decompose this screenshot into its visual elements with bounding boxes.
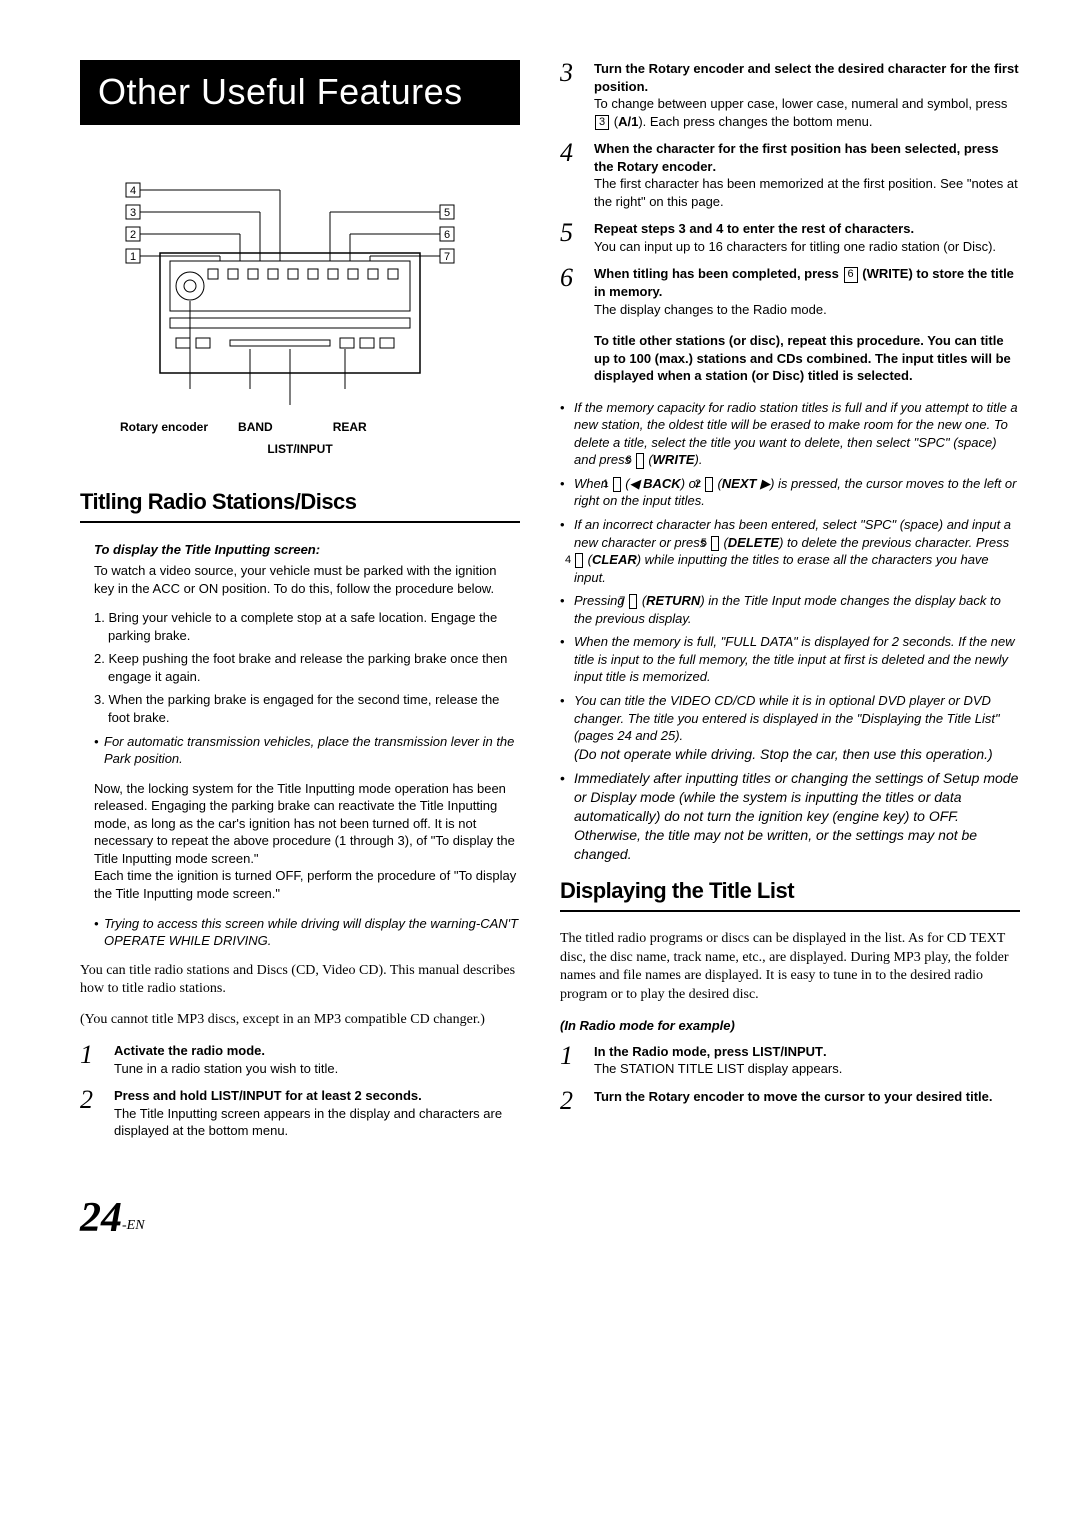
step-main: Turn the Rotary encoder and select the d… [594,60,1020,95]
notes-list: •If the memory capacity for radio statio… [560,399,1020,864]
note-auto-trans-text: For automatic transmission vehicles, pla… [104,734,514,767]
step-main: Press and hold LIST/INPUT for at least 2… [114,1087,520,1105]
step-sub: To change between upper case, lower case… [594,95,1020,130]
step-main: In the Radio mode, press LIST/INPUT. [594,1043,1020,1061]
para4: The titled radio programs or discs can b… [560,930,1020,1006]
note-driving: •Trying to access this screen while driv… [94,915,520,950]
para2b: Each time the ignition is turned OFF, pe… [94,867,520,902]
step-3: 3 Turn the Rotary encoder and select the… [560,60,1020,130]
svg-text:2: 2 [130,229,136,241]
step-main: When the character for the first positio… [594,140,1020,175]
section-display-list: Displaying the Title List [560,876,1020,912]
step-sub: Tune in a radio station you wish to titl… [114,1060,520,1078]
step-4: 4 When the character for the first posit… [560,140,1020,210]
label-rear: REAR [333,419,367,435]
step-1: 1 Activate the radio mode. Tune in a rad… [80,1042,520,1077]
label-band: BAND [238,419,273,435]
step-num: 4 [560,140,582,210]
label-listinput: LIST/INPUT [267,441,332,457]
bullet-4: •Pressing 7 (RETURN) in the Title Input … [560,592,1020,627]
note-driving-text: Trying to access this screen while drivi… [104,916,518,949]
step-num: 1 [560,1043,582,1078]
step-num: 2 [80,1087,102,1140]
bold-summary: To title other stations (or disc), repea… [594,332,1020,385]
step-sub: You can input up to 16 characters for ti… [594,238,1020,256]
step2-1: 1 In the Radio mode, press LIST/INPUT. T… [560,1043,1020,1078]
svg-text:7: 7 [444,251,450,263]
step-5: 5 Repeat steps 3 and 4 to enter the rest… [560,220,1020,255]
svg-text:1: 1 [130,251,136,263]
step-6: 6 When titling has been completed, press… [560,265,1020,318]
left-column: Other Useful Features [80,60,520,1150]
step-sub: The STATION TITLE LIST display appears. [594,1060,1020,1078]
step2-2: 2 Turn the Rotary encoder to move the cu… [560,1088,1020,1114]
step-main: Activate the radio mode. [114,1042,520,1060]
step-num: 6 [560,265,582,318]
bullet-3: •If an incorrect character has been ente… [560,516,1020,586]
unit-diagram: 4 3 2 1 5 6 7 [80,153,520,457]
step-main: Repeat steps 3 and 4 to enter the rest o… [594,220,1020,238]
bullet-5: •When the memory is full, "FULL DATA" is… [560,633,1020,686]
para3b: (You cannot title MP3 discs, except in a… [80,1011,520,1030]
step-num: 2 [560,1088,582,1114]
ol-2: 2. Keep pushing the foot brake and relea… [94,650,520,685]
page-number: 24-EN [80,1190,1020,1247]
bullet-2: •When 1 (◀ BACK) or 2 (NEXT ▶) is presse… [560,475,1020,510]
example-head: (In Radio mode for example) [560,1017,1020,1035]
diagram-labels-2: LIST/INPUT [80,441,520,457]
svg-text:5: 5 [444,207,450,219]
step-main: When titling has been completed, press 6… [594,265,1020,300]
bullet-6: •You can title the VIDEO CD/CD while it … [560,692,1020,764]
section-titling: Titling Radio Stations/Discs [80,487,520,523]
label-rotary: Rotary encoder [120,419,208,435]
step-main: Turn the Rotary encoder to move the curs… [594,1088,1020,1106]
ol-1: 1. Bring your vehicle to a complete stop… [94,609,520,644]
step-2: 2 Press and hold LIST/INPUT for at least… [80,1087,520,1140]
svg-text:6: 6 [444,229,450,241]
step-sub: The Title Inputting screen appears in th… [114,1105,520,1140]
step-sub: The first character has been memorized a… [594,175,1020,210]
banner-title: Other Useful Features [80,60,520,125]
right-column: 3 Turn the Rotary encoder and select the… [560,60,1020,1150]
bullet-7: •Immediately after inputting titles or c… [560,769,1020,863]
note-auto-trans: •For automatic transmission vehicles, pl… [94,733,520,768]
bullet-1: •If the memory capacity for radio statio… [560,399,1020,469]
step-num: 3 [560,60,582,130]
step-num: 1 [80,1042,102,1077]
para1: To watch a video source, your vehicle mu… [94,562,520,597]
diagram-labels: Rotary encoder BAND REAR [80,419,520,435]
para3a: You can title radio stations and Discs (… [80,962,520,1000]
svg-text:3: 3 [130,207,136,219]
subhead-display: To display the Title Inputting screen: [94,541,520,559]
para2: Now, the locking system for the Title In… [94,780,520,868]
step-num: 5 [560,220,582,255]
ol-3: 3. When the parking brake is engaged for… [94,691,520,726]
svg-text:4: 4 [130,185,136,197]
step-sub: The display changes to the Radio mode. [594,301,1020,319]
